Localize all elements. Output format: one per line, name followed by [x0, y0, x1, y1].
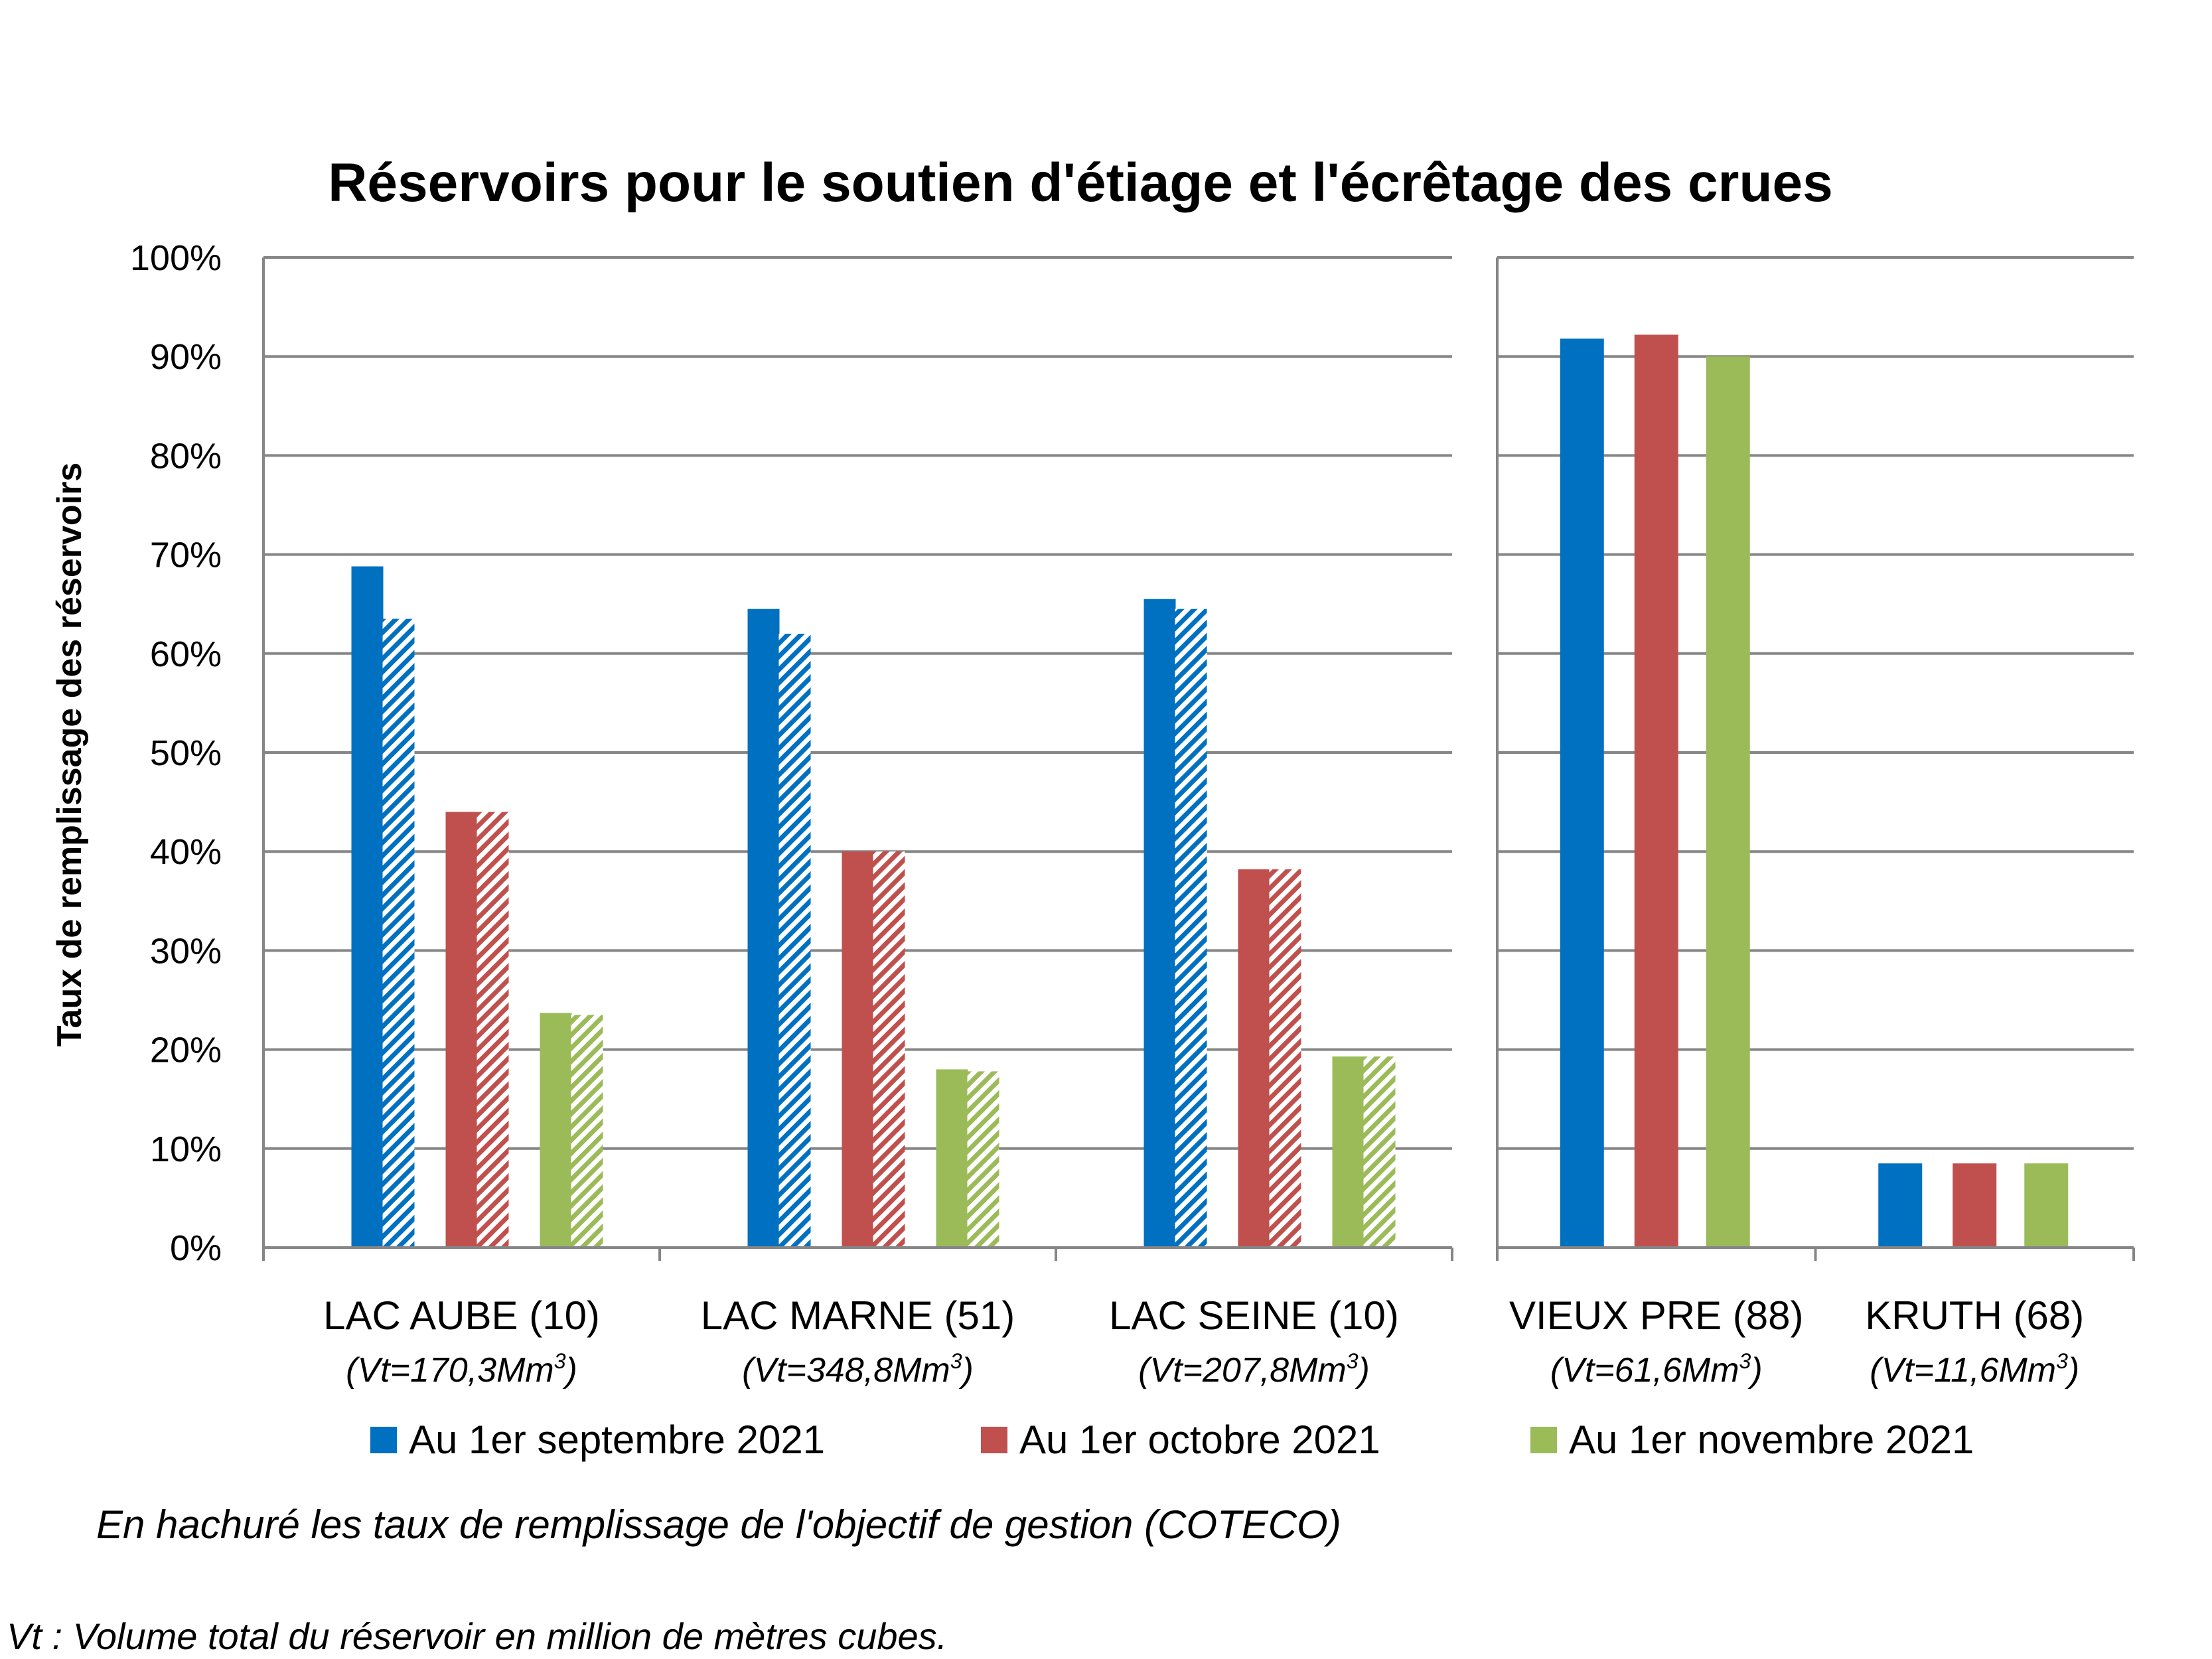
y-tick-labels: 0% 10% 20% 30% 40% 50% 60% 70% 80% 90% 100%	[130, 238, 222, 1268]
category-volume: (Vt=207,8Mm3)	[1138, 1349, 1370, 1390]
bar	[1953, 1163, 1997, 1248]
bar	[2024, 1163, 2069, 1248]
legend-swatch-october	[981, 1427, 1007, 1453]
objective-bar	[967, 1071, 999, 1248]
category-label: LAC AUBE (10)	[323, 1293, 600, 1338]
bars	[351, 334, 2069, 1248]
bar	[936, 1069, 968, 1248]
objective-bar	[1363, 1056, 1396, 1248]
category-label: VIEUX PRE (88)	[1509, 1293, 1803, 1338]
volume-footnote: Vt : Volume total du réservoir en millio…	[7, 1615, 947, 1657]
chart-title: Réservoirs pour le soutien d'étiage et l…	[328, 153, 1833, 213]
bar	[1634, 334, 1678, 1248]
bar	[1332, 1056, 1364, 1248]
category-label: LAC SEINE (10)	[1109, 1293, 1399, 1338]
objective-bar	[382, 618, 415, 1248]
legend-swatch-november	[1530, 1427, 1557, 1453]
y-tick-label: 10%	[150, 1129, 222, 1169]
y-tick-label: 100%	[130, 238, 222, 278]
bar	[445, 812, 478, 1248]
y-tick-label: 90%	[150, 337, 222, 377]
bar	[540, 1013, 572, 1248]
category-labels: LAC AUBE (10) (Vt=170,3Mm3) LAC MARNE (51)…	[323, 1293, 2084, 1390]
objective-bar	[778, 633, 811, 1248]
category-volume: (Vt=170,3Mm3)	[346, 1349, 577, 1390]
bar	[1143, 599, 1176, 1248]
y-tick-label: 30%	[150, 931, 222, 971]
objective-bar	[571, 1015, 603, 1248]
objective-bar	[873, 851, 905, 1248]
bar	[1706, 356, 1750, 1248]
y-tick-label: 20%	[150, 1031, 222, 1070]
bar	[1560, 338, 1604, 1248]
legend-label-september: Au 1er septembre 2021	[409, 1417, 825, 1462]
category-volume: (Vt=11,6Mm3)	[1870, 1349, 2079, 1390]
objective-bar	[1175, 609, 1207, 1248]
y-tick-label: 40%	[150, 832, 222, 872]
legend-label-october: Au 1er octobre 2021	[1019, 1417, 1380, 1462]
legend: Au 1er septembre 2021 Au 1er octobre 202…	[370, 1417, 1974, 1462]
bar	[747, 609, 780, 1248]
y-tick-label: 80%	[150, 436, 222, 476]
category-volume: (Vt=348,8Mm3)	[742, 1349, 974, 1390]
y-tick-label: 0%	[170, 1228, 222, 1268]
hatch-note: En hachuré les taux de remplissage de l'…	[96, 1502, 1341, 1547]
category-label: KRUTH (68)	[1865, 1293, 2084, 1338]
objective-bar	[1269, 869, 1301, 1248]
bar	[351, 566, 384, 1248]
legend-label-november: Au 1er novembre 2021	[1569, 1417, 1974, 1462]
legend-swatch-september	[370, 1427, 397, 1453]
y-tick-label: 50%	[150, 733, 222, 773]
y-tick-label: 60%	[150, 634, 222, 674]
objective-bar	[477, 812, 509, 1248]
category-volume: (Vt=61,6Mm3)	[1550, 1349, 1763, 1390]
bar	[1238, 869, 1270, 1248]
y-axis-label: Taux de remplissage des réservoirs	[50, 463, 89, 1047]
category-label: LAC MARNE (51)	[701, 1293, 1015, 1338]
bar	[1878, 1163, 1923, 1248]
y-tick-label: 70%	[150, 536, 222, 575]
axes	[262, 257, 2135, 1261]
bar	[842, 851, 874, 1248]
